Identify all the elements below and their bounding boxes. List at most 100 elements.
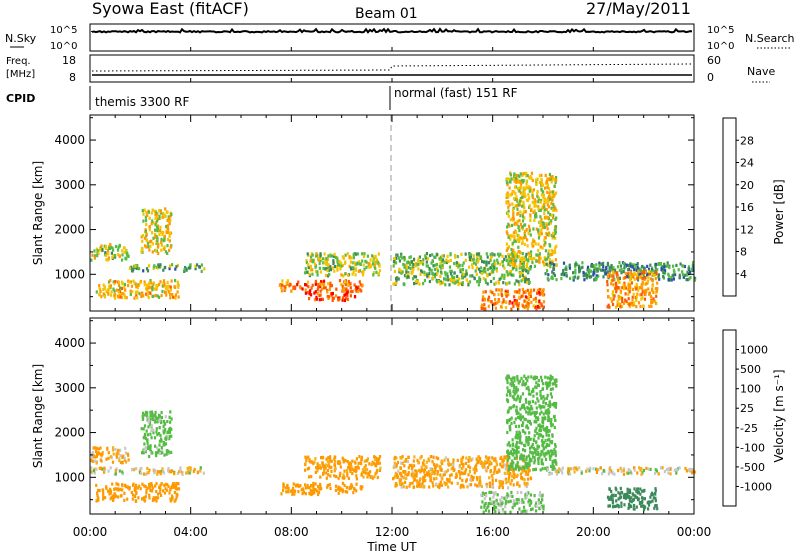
echo-cell: [338, 461, 341, 466]
echo-cell: [537, 383, 540, 388]
echo-cell: [547, 415, 550, 419]
echo-cell: [501, 486, 504, 490]
echo-cell: [403, 258, 406, 262]
echo-cell: [158, 485, 161, 489]
echo-cell: [468, 265, 471, 269]
echo-cell: [107, 246, 110, 251]
echo-cell: [515, 409, 519, 413]
echo-cell: [352, 256, 355, 260]
echo-cell: [513, 376, 516, 380]
echo-cell: [480, 266, 483, 270]
echo-cell: [544, 249, 547, 253]
echo-cell: [399, 481, 402, 485]
echo-cell: [530, 250, 533, 254]
nsky-trace: [91, 27, 693, 34]
echo-cell: [357, 461, 360, 465]
echo-cell: [500, 292, 503, 296]
echo-cell: [337, 476, 340, 480]
echo-cell: [157, 492, 160, 496]
echo-cell: [542, 507, 545, 511]
echo-cell: [305, 459, 308, 463]
echo-cell: [123, 282, 127, 287]
echo-cell: [318, 487, 321, 491]
echo-cell: [527, 296, 530, 300]
echo-cell: [528, 503, 531, 507]
echo-cell: [544, 215, 547, 220]
echo-cell: [534, 430, 537, 434]
echo-cell: [524, 431, 527, 435]
echo-cell: [294, 285, 297, 289]
echo-cell: [506, 183, 509, 187]
echo-cell: [144, 244, 147, 248]
echo-cell: [337, 296, 340, 300]
echo-cell: [483, 505, 486, 509]
echo-cell: [166, 224, 169, 228]
echo-cell: [421, 482, 424, 486]
echo-cell: [513, 299, 516, 303]
echo-cell: [473, 471, 476, 475]
echo-cell: [554, 449, 557, 454]
echo-cell: [511, 234, 514, 238]
echo-cell: [436, 464, 439, 468]
echo-cell: [331, 266, 334, 270]
echo-cell: [363, 267, 366, 271]
echo-cell: [544, 375, 547, 379]
echo-cell: [545, 433, 548, 437]
echo-cell: [487, 509, 491, 513]
echo-cell: [539, 220, 542, 224]
echo-cell: [481, 295, 485, 299]
echo-cell: [394, 471, 397, 475]
echo-cell: [442, 281, 445, 285]
echo-cell: [689, 275, 692, 280]
echo-cell: [324, 466, 327, 470]
echo-cell: [667, 272, 670, 276]
echo-cell: [339, 471, 342, 475]
echo-cell: [110, 251, 113, 255]
echo-cell: [114, 447, 117, 452]
echo-cell: [535, 299, 538, 304]
echo-cell: [521, 383, 524, 387]
echo-cell: [474, 467, 478, 471]
echo-cell: [643, 297, 647, 301]
echo-cell: [156, 239, 159, 243]
echo-cell: [355, 477, 358, 481]
echo-cell: [459, 270, 462, 274]
echo-cell: [628, 303, 631, 307]
echo-cell: [506, 468, 509, 472]
echo-cell: [144, 436, 147, 441]
echo-cell: [394, 474, 397, 478]
echo-cell: [548, 172, 551, 177]
echo-cell: [526, 270, 529, 274]
echo-cell: [329, 459, 332, 463]
echo-cell: [292, 482, 295, 486]
echo-cell: [170, 434, 173, 438]
echo-cell: [609, 265, 612, 269]
echo-cell: [516, 490, 519, 495]
echo-cell: [333, 265, 336, 269]
echo-cell: [366, 459, 369, 463]
echo-cell: [310, 460, 314, 464]
echo-cell: [620, 490, 623, 494]
echo-cell: [433, 272, 436, 276]
echo-cell: [611, 505, 615, 509]
echo-cell: [481, 303, 484, 307]
echo-cell: [505, 177, 509, 181]
echo-cell: [436, 470, 439, 474]
echo-cell: [341, 481, 344, 485]
echo-cell: [541, 420, 544, 424]
echo-cell: [521, 192, 524, 196]
echo-cell: [682, 275, 685, 279]
echo-cell: [153, 436, 157, 440]
echo-cell: [326, 483, 329, 488]
echo-cell: [341, 298, 344, 302]
echo-cell: [546, 263, 550, 267]
echo-cell: [280, 492, 283, 496]
echo-cell: [546, 183, 549, 187]
echo-cell: [533, 264, 536, 268]
echo-cell: [115, 455, 118, 459]
echo-cell: [121, 253, 124, 257]
echo-cell: [690, 267, 693, 271]
echo-cell: [155, 430, 158, 434]
echo-cell: [521, 509, 524, 514]
echo-cell: [666, 261, 669, 265]
